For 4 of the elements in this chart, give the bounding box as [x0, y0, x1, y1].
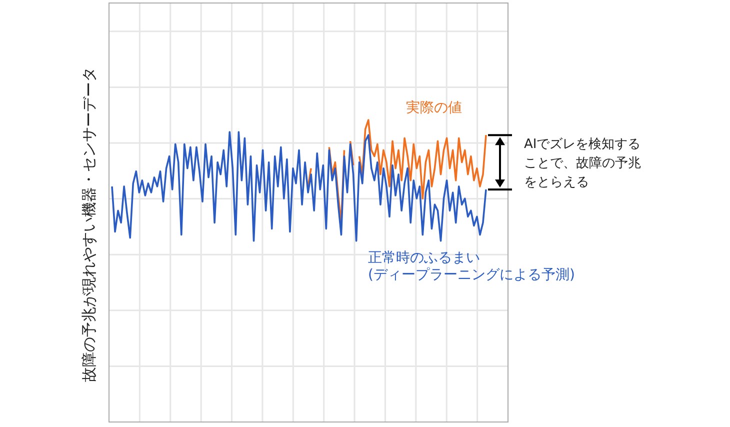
text: AIでズレを検知することで、故障の予兆をとらえる — [524, 137, 641, 190]
series-label: 実際の値 — [406, 100, 462, 116]
series-label: 正常時のふるまい (ディープラーニングによる予測) — [368, 250, 575, 283]
y-axis-title: 故障の予兆が現れやすい機器・センサーデータ — [80, 67, 98, 382]
